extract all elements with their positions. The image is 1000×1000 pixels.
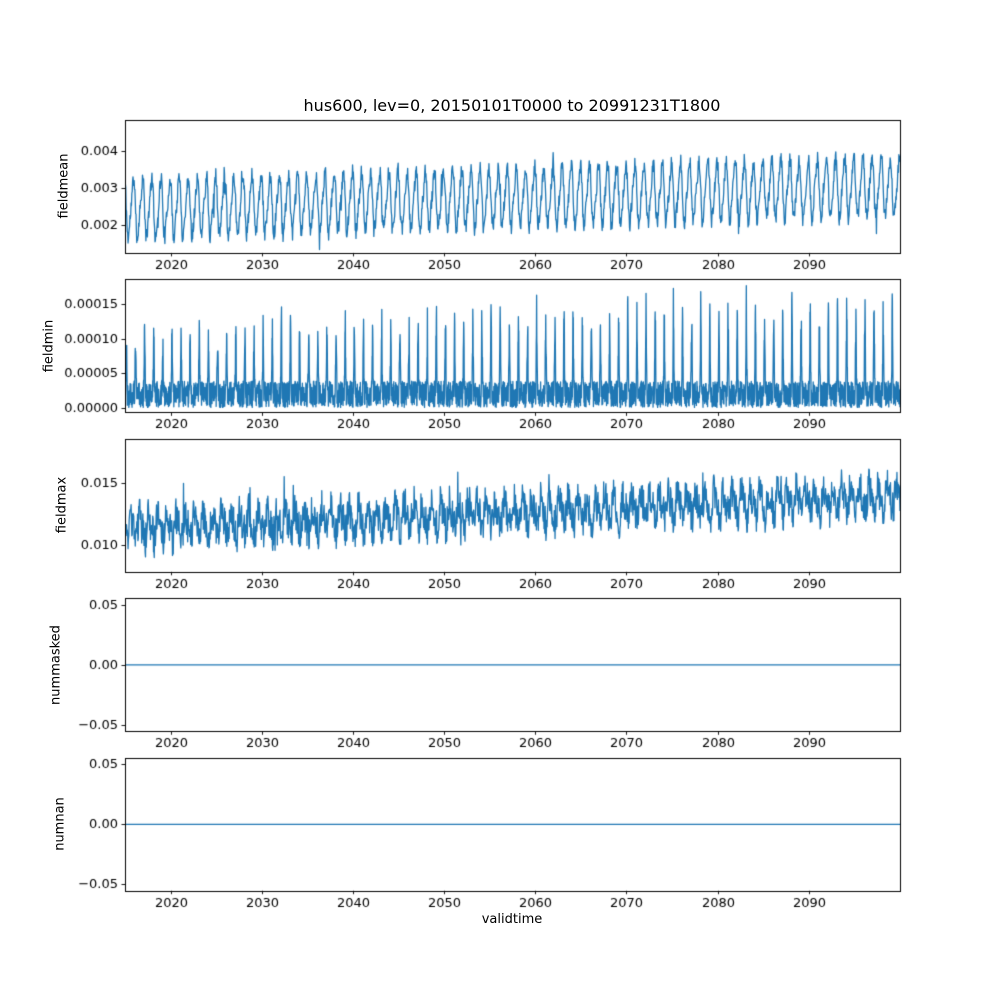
figure-title: hus600, lev=0, 20150101T0000 to 20991231… [303, 96, 721, 115]
x-axis-label: validtime [481, 912, 543, 927]
ylabel-fieldmin: fieldmin [41, 319, 57, 373]
ylabel-numnan: numnan [52, 797, 68, 851]
ylabel-fieldmean: fieldmean [56, 153, 72, 219]
ylabel-nummasked: nummasked [48, 625, 64, 705]
ylabel-fieldmax: fieldmax [54, 476, 70, 534]
